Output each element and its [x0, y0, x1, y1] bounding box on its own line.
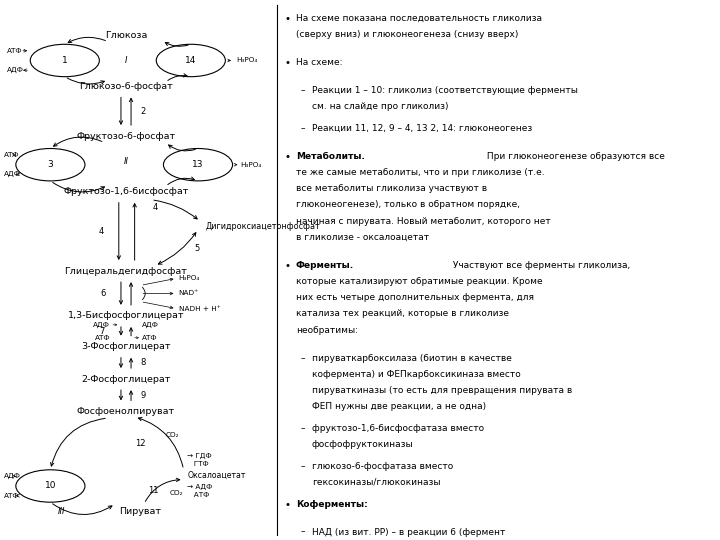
- Ellipse shape: [16, 470, 85, 502]
- Text: АТФ: АТФ: [7, 48, 23, 54]
- Text: •: •: [284, 152, 290, 162]
- Text: 2-Фосфоглицерат: 2-Фосфоглицерат: [81, 375, 171, 383]
- Text: пируваткиназы (то есть для превращения пирувата в: пируваткиназы (то есть для превращения п…: [312, 386, 572, 395]
- Text: 14: 14: [185, 56, 197, 65]
- Text: фосфофруктокиназы: фосфофруктокиназы: [312, 440, 413, 449]
- Text: ГТФ: ГТФ: [187, 461, 209, 468]
- Text: Глюкоза: Глюкоза: [105, 31, 147, 39]
- Text: •: •: [284, 14, 290, 24]
- Text: АДФ: АДФ: [94, 322, 110, 328]
- Text: –: –: [300, 86, 305, 95]
- Text: 3: 3: [48, 160, 53, 169]
- Text: –: –: [300, 462, 305, 471]
- Text: → АДФ: → АДФ: [187, 484, 212, 490]
- Text: 5: 5: [194, 245, 199, 253]
- Text: –: –: [300, 424, 305, 433]
- Text: кофермента) и ФЕПкарбоксикиназа вместо: кофермента) и ФЕПкарбоксикиназа вместо: [312, 370, 521, 379]
- Text: НАД (из вит. РР) – в реакции 6 (фермент: НАД (из вит. РР) – в реакции 6 (фермент: [312, 528, 505, 537]
- Text: Реакции 1 – 10: гликолиз (соответствующие ферменты: Реакции 1 – 10: гликолиз (соответствующи…: [312, 86, 577, 95]
- Text: Реакции 11, 12, 9 – 4, 13 2, 14: глюконеогенез: Реакции 11, 12, 9 – 4, 13 2, 14: глюконе…: [312, 124, 532, 133]
- Text: все метаболиты гликолиза участвуют в: все метаболиты гликолиза участвуют в: [296, 184, 487, 193]
- Text: •: •: [284, 500, 290, 510]
- Text: глюконеогенезе), только в обратном порядке,: глюконеогенезе), только в обратном поряд…: [296, 200, 520, 210]
- Text: III: III: [58, 508, 65, 516]
- Text: NAD⁺: NAD⁺: [179, 291, 199, 296]
- Text: Фосфоенолпируват: Фосфоенолпируват: [77, 407, 175, 416]
- Text: АТФ: АТФ: [94, 335, 110, 341]
- Text: •: •: [284, 261, 290, 271]
- Text: Ферменты.: Ферменты.: [296, 261, 354, 270]
- Text: Оксалоацетат: Оксалоацетат: [187, 471, 246, 480]
- Text: Фруктозо-6-фосфат: Фруктозо-6-фосфат: [76, 132, 176, 140]
- Text: H₃PO₄: H₃PO₄: [240, 161, 261, 168]
- Text: 3-Фосфоглицерат: 3-Фосфоглицерат: [81, 342, 171, 351]
- Ellipse shape: [163, 148, 233, 181]
- Text: –: –: [300, 124, 305, 133]
- Text: Н₃РО₄: Н₃РО₄: [179, 275, 200, 281]
- Text: АДФ: АДФ: [4, 473, 20, 480]
- Text: фруктозо-1,6-бисфосфатаза вместо: фруктозо-1,6-бисфосфатаза вместо: [312, 424, 484, 433]
- Text: 1,3-Бисфосфоглицерат: 1,3-Бисфосфоглицерат: [68, 312, 184, 320]
- Text: см. на слайде про гликолиз): см. на слайде про гликолиз): [312, 102, 449, 111]
- Text: 1: 1: [62, 56, 68, 65]
- Text: 11: 11: [148, 487, 158, 495]
- Text: 8: 8: [140, 359, 145, 367]
- Text: АДФ: АДФ: [4, 171, 20, 178]
- Text: глюкозо-6-фосфатаза вместо: глюкозо-6-фосфатаза вместо: [312, 462, 453, 471]
- Text: них есть четыре дополнительных фермента, для: них есть четыре дополнительных фермента,…: [296, 293, 534, 302]
- Text: необратимы:: необратимы:: [296, 326, 358, 335]
- Text: Глицеральдегидфосфат: Глицеральдегидфосфат: [65, 267, 187, 275]
- Text: → ГДФ: → ГДФ: [187, 453, 212, 460]
- Text: АДФ: АДФ: [7, 67, 24, 73]
- Text: Участвуют все ферменты гликолиза,: Участвуют все ферменты гликолиза,: [450, 261, 630, 270]
- Text: II: II: [124, 157, 128, 166]
- Text: I: I: [125, 56, 127, 65]
- Text: –: –: [300, 354, 305, 363]
- Text: начиная с пирувата. Новый метаболит, которого нет: начиная с пирувата. Новый метаболит, кот…: [296, 217, 551, 226]
- Text: 4: 4: [152, 204, 158, 212]
- Text: Фруктозо-1,6-бисфосфат: Фруктозо-1,6-бисфосфат: [63, 187, 189, 196]
- Text: На схеме:: На схеме:: [296, 58, 343, 67]
- Text: На схеме показана последовательность гликолиза: На схеме показана последовательность гли…: [296, 14, 542, 23]
- Text: катализа тех реакций, которые в гликолизе: катализа тех реакций, которые в гликолиз…: [296, 309, 509, 319]
- Text: АТФ: АТФ: [142, 335, 158, 341]
- Text: которые катализируют обратимые реакции. Кроме: которые катализируют обратимые реакции. …: [296, 277, 543, 286]
- Text: пируваткарбоксилаза (биотин в качестве: пируваткарбоксилаза (биотин в качестве: [312, 354, 512, 363]
- Text: При глюконеогенезе образуются все: При глюконеогенезе образуются все: [484, 152, 665, 161]
- Text: Метаболиты.: Метаболиты.: [296, 152, 365, 161]
- Text: 13: 13: [192, 160, 204, 169]
- Text: те же самые метаболиты, что и при гликолизе (т.е.: те же самые метаболиты, что и при гликол…: [296, 168, 544, 177]
- Ellipse shape: [156, 44, 225, 77]
- Text: 9: 9: [140, 391, 145, 400]
- Text: 10: 10: [45, 482, 56, 490]
- Text: АТФ: АТФ: [4, 492, 19, 499]
- Text: •: •: [284, 58, 290, 68]
- Text: –: –: [300, 528, 305, 537]
- Text: ФЕП нужны две реакции, а не одна): ФЕП нужны две реакции, а не одна): [312, 402, 486, 411]
- Text: 7: 7: [99, 327, 104, 336]
- Text: Дигидроксиацетонфосфат: Дигидроксиацетонфосфат: [205, 222, 320, 231]
- Text: 12: 12: [135, 439, 145, 448]
- Text: Пируват: Пируват: [120, 508, 161, 516]
- Text: АДФ: АДФ: [142, 322, 158, 328]
- Text: 2: 2: [140, 107, 145, 116]
- Text: 4: 4: [98, 227, 104, 236]
- Text: в гликолизе - оксалоацетат: в гликолизе - оксалоацетат: [296, 233, 429, 242]
- Ellipse shape: [16, 148, 85, 181]
- Ellipse shape: [30, 44, 99, 77]
- Text: 6: 6: [101, 289, 106, 298]
- Text: NADH + H⁺: NADH + H⁺: [179, 306, 220, 312]
- Text: АТФ: АТФ: [187, 492, 210, 498]
- Text: CO₂: CO₂: [169, 490, 183, 496]
- Text: Глюкозо-6-фосфат: Глюкозо-6-фосфат: [79, 82, 173, 91]
- Text: (сверху вниз) и глюконеогенеза (снизу вверх): (сверху вниз) и глюконеогенеза (снизу вв…: [296, 30, 518, 39]
- Text: Коферменты:: Коферменты:: [296, 500, 368, 509]
- Text: H₃PO₄: H₃PO₄: [236, 57, 258, 64]
- Text: CO₂: CO₂: [166, 432, 179, 438]
- Text: гексокиназы/глюкокиназы: гексокиназы/глюкокиназы: [312, 478, 440, 487]
- Text: АТФ: АТФ: [4, 152, 19, 158]
